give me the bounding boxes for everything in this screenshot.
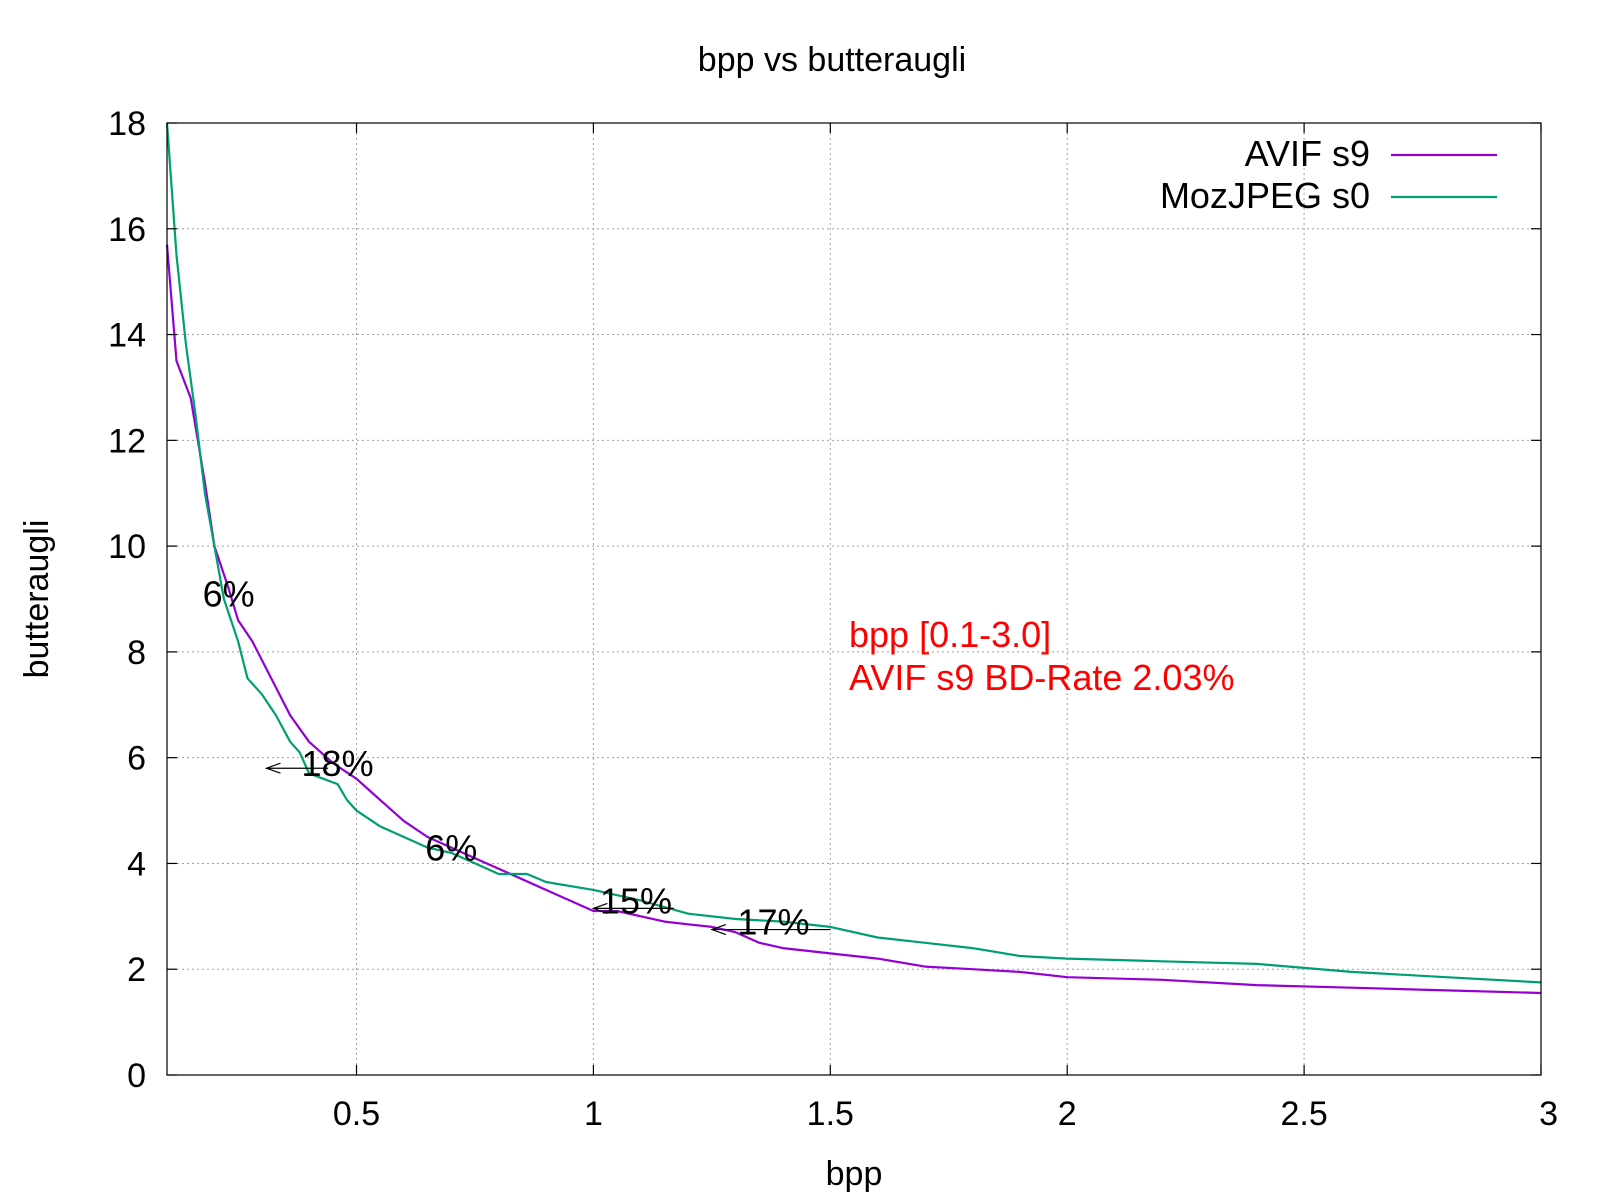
y-tick-label: 12 bbox=[108, 422, 146, 460]
series-line-mozjpeg bbox=[165, 122, 1542, 984]
y-tick-label: 18 bbox=[108, 105, 146, 143]
bd-rate-note: bpp [0.1-3.0] AVIF s9 BD-Rate 2.03% bbox=[849, 614, 1235, 698]
x-tick-label: 1.5 bbox=[807, 1095, 854, 1133]
legend-label-mozjpeg: MozJPEG s0 bbox=[1160, 175, 1370, 216]
x-tick-label: 2.5 bbox=[1280, 1095, 1327, 1133]
x-axis-label: bpp bbox=[826, 1155, 883, 1193]
note-bd-rate: AVIF s9 BD-Rate 2.03% bbox=[849, 657, 1235, 698]
x-tick-label: 0.5 bbox=[333, 1095, 380, 1133]
y-tick-label: 8 bbox=[127, 634, 146, 672]
tick-layer: 0 2 4 6 8 10 12 14 16 18 0.5 1 1.5 2 2.5 3 bbox=[108, 105, 1558, 1133]
grid-layer bbox=[167, 123, 1541, 1075]
annotation-label: 6% bbox=[425, 828, 477, 869]
series-layer bbox=[165, 122, 1542, 995]
y-tick-label: 16 bbox=[108, 211, 146, 249]
note-bpp-range: bpp [0.1-3.0] bbox=[849, 614, 1051, 655]
x-tick-label: 2 bbox=[1058, 1095, 1077, 1133]
plot-frame bbox=[166, 122, 1542, 1076]
legend-label-avif: AVIF s9 bbox=[1245, 133, 1370, 174]
x-tick-label: 1 bbox=[584, 1095, 603, 1133]
series-line-avif bbox=[165, 244, 1542, 995]
chart-title: bpp vs butteraugli bbox=[698, 41, 966, 79]
annotation-label: 17% bbox=[737, 902, 809, 943]
annotation-label: 15% bbox=[600, 880, 672, 921]
annotation-label: 18% bbox=[302, 743, 374, 784]
annotation-layer: 6% 18% 6% 15% 17% bbox=[203, 574, 810, 943]
y-tick-label: 4 bbox=[127, 845, 146, 883]
bd-rate-marker-arrow bbox=[264, 762, 281, 774]
x-tick-label: 3 bbox=[1539, 1095, 1558, 1133]
y-tick-label: 6 bbox=[127, 740, 146, 778]
y-tick-label: 0 bbox=[127, 1057, 146, 1095]
legend: AVIF s9 MozJPEG s0 bbox=[1160, 133, 1497, 216]
y-tick-label: 10 bbox=[108, 528, 146, 566]
bd-rate-marker-arrow bbox=[710, 923, 727, 936]
y-axis-label: butteraugli bbox=[18, 520, 56, 679]
y-tick-label: 2 bbox=[127, 951, 146, 989]
bd-rate-marker-arrow bbox=[591, 902, 608, 914]
y-tick-label: 14 bbox=[108, 317, 146, 355]
annotation-label: 6% bbox=[203, 574, 255, 615]
bd-rate-marker-layer bbox=[264, 762, 831, 936]
